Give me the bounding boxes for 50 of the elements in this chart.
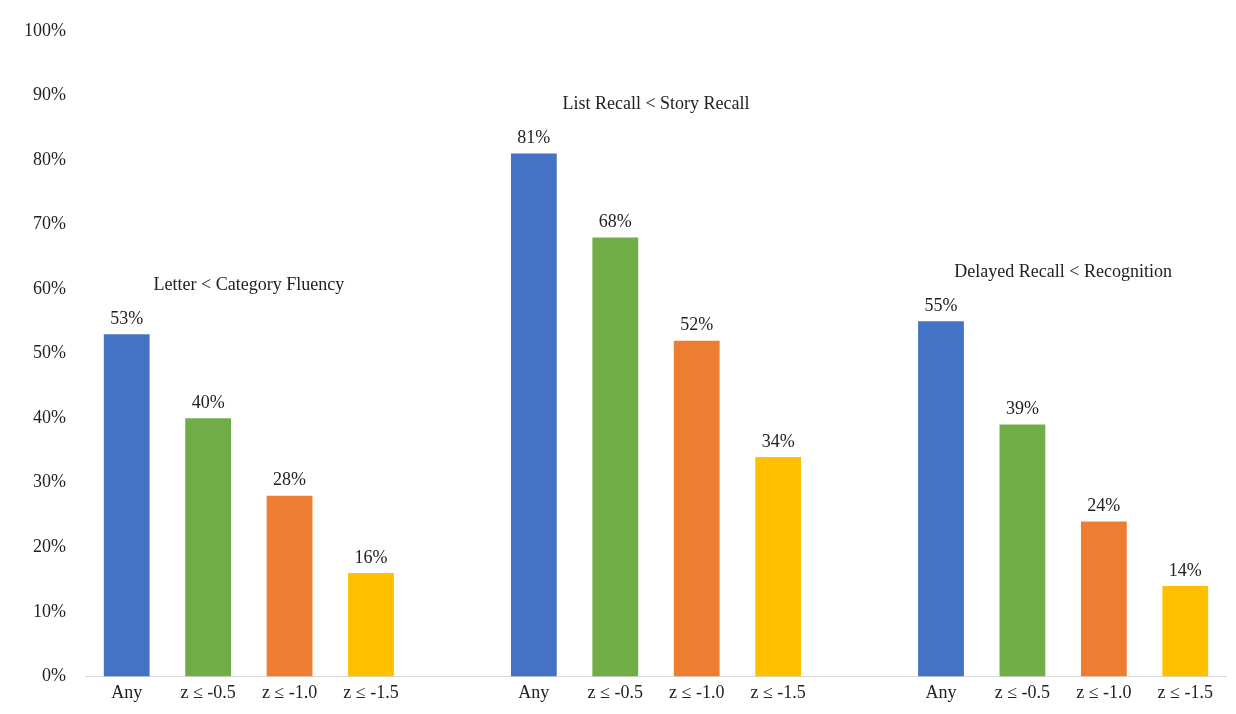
y-tick-label: 30%	[32, 471, 66, 492]
data-label: 68%	[598, 211, 632, 232]
x-tick-label: z ≤ -0.5	[994, 681, 1051, 702]
x-tick-label: Any	[925, 681, 957, 702]
data-label: 28%	[273, 469, 307, 490]
data-label: 39%	[1005, 398, 1039, 419]
y-tick-label: 70%	[32, 213, 66, 234]
x-tick-label: z ≤ -1.0	[261, 681, 318, 702]
bar	[1080, 521, 1127, 677]
bar	[1162, 586, 1209, 677]
bar	[510, 153, 557, 677]
bar	[918, 321, 964, 677]
y-tick-label: 80%	[32, 148, 66, 169]
x-tick-label: z ≤ -0.5	[180, 681, 236, 702]
bar	[755, 456, 802, 677]
y-tick-label: 20%	[32, 536, 66, 557]
annotation: Delayed Recall < Recognition	[954, 261, 1172, 282]
annotation: Letter < Category Fluency	[153, 273, 345, 294]
data-label: 34%	[761, 430, 795, 451]
data-label: 55%	[924, 295, 958, 316]
bar	[266, 495, 313, 677]
x-tick-label: Any	[111, 681, 143, 702]
x-tick-label: z ≤ -0.5	[587, 681, 643, 702]
x-tick-label: z ≤ -1.0	[1076, 681, 1132, 702]
y-tick-label: 100%	[23, 19, 66, 40]
bar	[185, 418, 232, 677]
data-label: 14%	[1168, 559, 1202, 580]
data-label: 24%	[1087, 495, 1121, 516]
x-tick-label: z ≤ -1.5	[343, 681, 399, 702]
bar	[348, 573, 394, 677]
x-tick-label: z ≤ -1.0	[669, 681, 725, 702]
data-label: 53%	[110, 307, 144, 328]
y-tick-label: 90%	[32, 84, 66, 105]
bar	[999, 424, 1046, 677]
y-tick-label: 40%	[32, 406, 66, 427]
annotation: List Recall < Story Recall	[562, 93, 750, 114]
y-tick-label: 60%	[32, 277, 66, 298]
x-tick-label: Any	[518, 681, 550, 702]
bar	[592, 237, 639, 677]
data-label: 16%	[354, 546, 388, 567]
bar	[673, 340, 720, 677]
data-label: 52%	[680, 314, 714, 335]
y-tick-label: 10%	[32, 600, 66, 621]
y-tick-label: 50%	[32, 342, 66, 363]
x-tick-label: z ≤ -1.5	[750, 681, 806, 702]
data-label: 40%	[191, 391, 225, 412]
x-tick-label: z ≤ -1.5	[1157, 681, 1213, 702]
y-tick-label: 0%	[41, 665, 66, 686]
bar	[103, 334, 150, 677]
data-label: 81%	[517, 127, 551, 148]
